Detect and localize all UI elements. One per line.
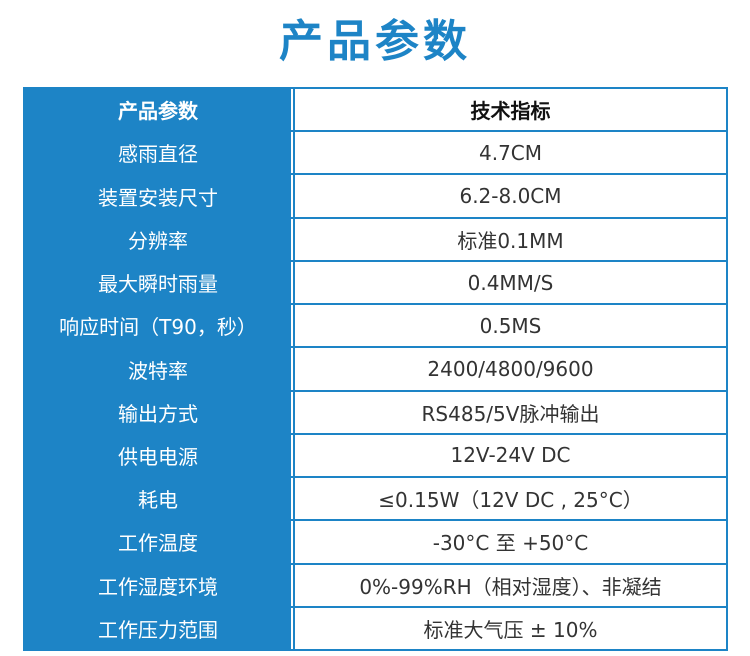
- table-row: 供电电源 12V-24V DC: [25, 434, 726, 479]
- param-value: 0.4MM/S: [293, 261, 726, 304]
- table-row: 工作湿度环境 0%-99%RH（相对湿度）、非凝结: [25, 564, 726, 608]
- param-value: RS485/5V脉冲输出: [293, 391, 726, 433]
- table-row: 工作温度 -30°C 至 +50°C: [25, 521, 726, 565]
- header-spec-cell: 技术指标: [293, 89, 726, 131]
- param-label: 最大瞬时雨量: [25, 261, 293, 304]
- param-value: 0%-99%RH（相对湿度）、非凝结: [293, 564, 726, 606]
- param-label: 分辨率: [25, 218, 293, 260]
- param-value: 4.7CM: [293, 132, 726, 174]
- param-label: 耗电: [25, 478, 293, 520]
- table-row: 工作压力范围 标准大气压 ± 10%: [25, 607, 726, 650]
- param-label: 供电电源: [25, 434, 293, 477]
- table-row: 耗电 ≤0.15W（12V DC , 25°C）: [25, 478, 726, 522]
- header-param-cell: 产品参数: [25, 89, 293, 131]
- param-value: 标准大气压 ± 10%: [293, 607, 726, 650]
- table-row: 波特率 2400/4800/9600: [25, 348, 726, 392]
- param-label: 感雨直径: [25, 132, 293, 174]
- param-value: 2400/4800/9600: [293, 348, 726, 390]
- table-row: 最大瞬时雨量 0.4MM/S: [25, 261, 726, 306]
- table-row: 分辨率 标准0.1MM: [25, 218, 726, 262]
- table-row: 装置安装尺寸 6.2-8.0CM: [25, 175, 726, 219]
- table-row: 输出方式 RS485/5V脉冲输出: [25, 391, 726, 435]
- table-header-row: 产品参数 技术指标: [25, 89, 726, 133]
- param-value: 12V-24V DC: [293, 434, 726, 477]
- table-row: 响应时间（T90，秒） 0.5MS: [25, 305, 726, 349]
- param-value: 0.5MS: [293, 305, 726, 347]
- table-row: 感雨直径 4.7CM: [25, 132, 726, 176]
- param-label: 装置安装尺寸: [25, 175, 293, 217]
- param-value: ≤0.15W（12V DC , 25°C）: [293, 478, 726, 520]
- param-label: 波特率: [25, 348, 293, 390]
- param-label: 工作压力范围: [25, 607, 293, 650]
- param-label: 响应时间（T90，秒）: [25, 305, 293, 347]
- param-value: 6.2-8.0CM: [293, 175, 726, 217]
- param-label: 工作湿度环境: [25, 564, 293, 606]
- param-value: -30°C 至 +50°C: [293, 521, 726, 563]
- spec-table: 产品参数 技术指标 感雨直径 4.7CM 装置安装尺寸 6.2-8.0CM 分辨…: [23, 87, 728, 651]
- param-value: 标准0.1MM: [293, 218, 726, 260]
- param-label: 输出方式: [25, 391, 293, 433]
- param-label: 工作温度: [25, 521, 293, 563]
- page-title: 产品参数: [279, 16, 471, 67]
